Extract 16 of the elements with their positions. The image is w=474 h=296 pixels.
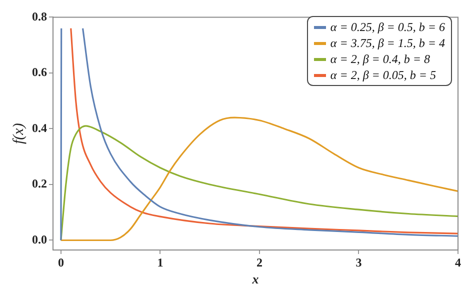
y-tick-label: 0.4: [32, 120, 47, 135]
y-tick-label: 0.8: [32, 9, 47, 24]
legend-label: α = 2, β = 0.05, b = 5: [330, 67, 436, 83]
y-tick-label: 0.2: [32, 176, 47, 191]
x-tick-label: 4: [455, 255, 461, 270]
x-axis-title: x: [251, 272, 260, 287]
x-tick-label: 1: [157, 255, 164, 270]
legend-label: α = 3.75, β = 1.5, b = 4: [330, 35, 445, 51]
y-axis-title: f(x): [10, 123, 27, 144]
legend-label: α = 0.25, β = 0.5, b = 6: [330, 19, 445, 35]
x-tick-label: 3: [356, 255, 362, 270]
y-tick-label: 0.0: [32, 232, 47, 246]
legend-label: α = 2, β = 0.4, b = 8: [330, 51, 430, 67]
y-tick-label: 0.6: [32, 65, 47, 80]
x-tick-label: 2: [256, 255, 262, 270]
x-tick-label: 0: [58, 255, 64, 270]
